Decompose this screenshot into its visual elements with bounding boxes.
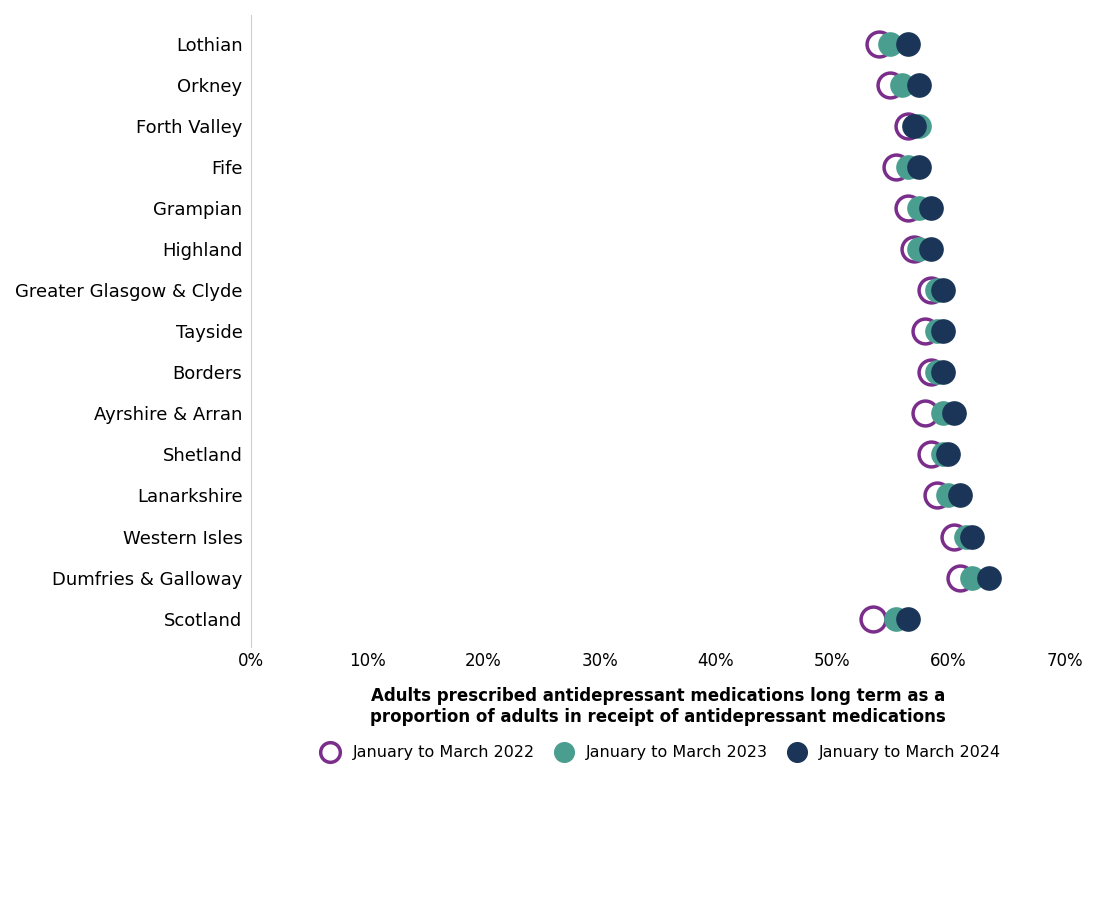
Point xyxy=(928,324,945,338)
Point xyxy=(882,78,899,92)
Point xyxy=(951,570,968,585)
Point xyxy=(963,570,981,585)
Point xyxy=(899,119,917,133)
Point xyxy=(882,37,899,51)
Point xyxy=(933,324,951,338)
Point xyxy=(922,447,940,462)
Point xyxy=(963,529,981,544)
Point xyxy=(910,119,928,133)
Point xyxy=(870,37,887,51)
Point xyxy=(933,406,951,420)
Point xyxy=(922,201,940,216)
Point xyxy=(951,488,968,503)
Point xyxy=(922,242,940,257)
Point xyxy=(928,282,945,297)
Point xyxy=(899,201,917,216)
Point xyxy=(910,78,928,92)
Point xyxy=(981,570,998,585)
Point xyxy=(905,119,922,133)
Point xyxy=(917,406,934,420)
Point xyxy=(928,488,945,503)
Point xyxy=(922,365,940,379)
Point xyxy=(940,447,957,462)
Point xyxy=(910,160,928,175)
Point xyxy=(933,282,951,297)
Point xyxy=(910,201,928,216)
Point xyxy=(887,611,905,626)
Point xyxy=(922,282,940,297)
Point xyxy=(899,160,917,175)
Point xyxy=(940,488,957,503)
Point xyxy=(864,611,882,626)
Point xyxy=(905,242,922,257)
Point xyxy=(933,447,951,462)
Point xyxy=(945,406,963,420)
Point xyxy=(899,37,917,51)
Point xyxy=(899,611,917,626)
Point xyxy=(945,529,963,544)
Point xyxy=(917,324,934,338)
X-axis label: Adults prescribed antidepressant medications long term as a
proportion of adults: Adults prescribed antidepressant medicat… xyxy=(370,687,945,726)
Point xyxy=(910,242,928,257)
Point xyxy=(933,365,951,379)
Point xyxy=(893,78,910,92)
Point xyxy=(928,365,945,379)
Legend: January to March 2022, January to March 2023, January to March 2024: January to March 2022, January to March … xyxy=(307,739,1008,766)
Point xyxy=(957,529,975,544)
Point xyxy=(887,160,905,175)
